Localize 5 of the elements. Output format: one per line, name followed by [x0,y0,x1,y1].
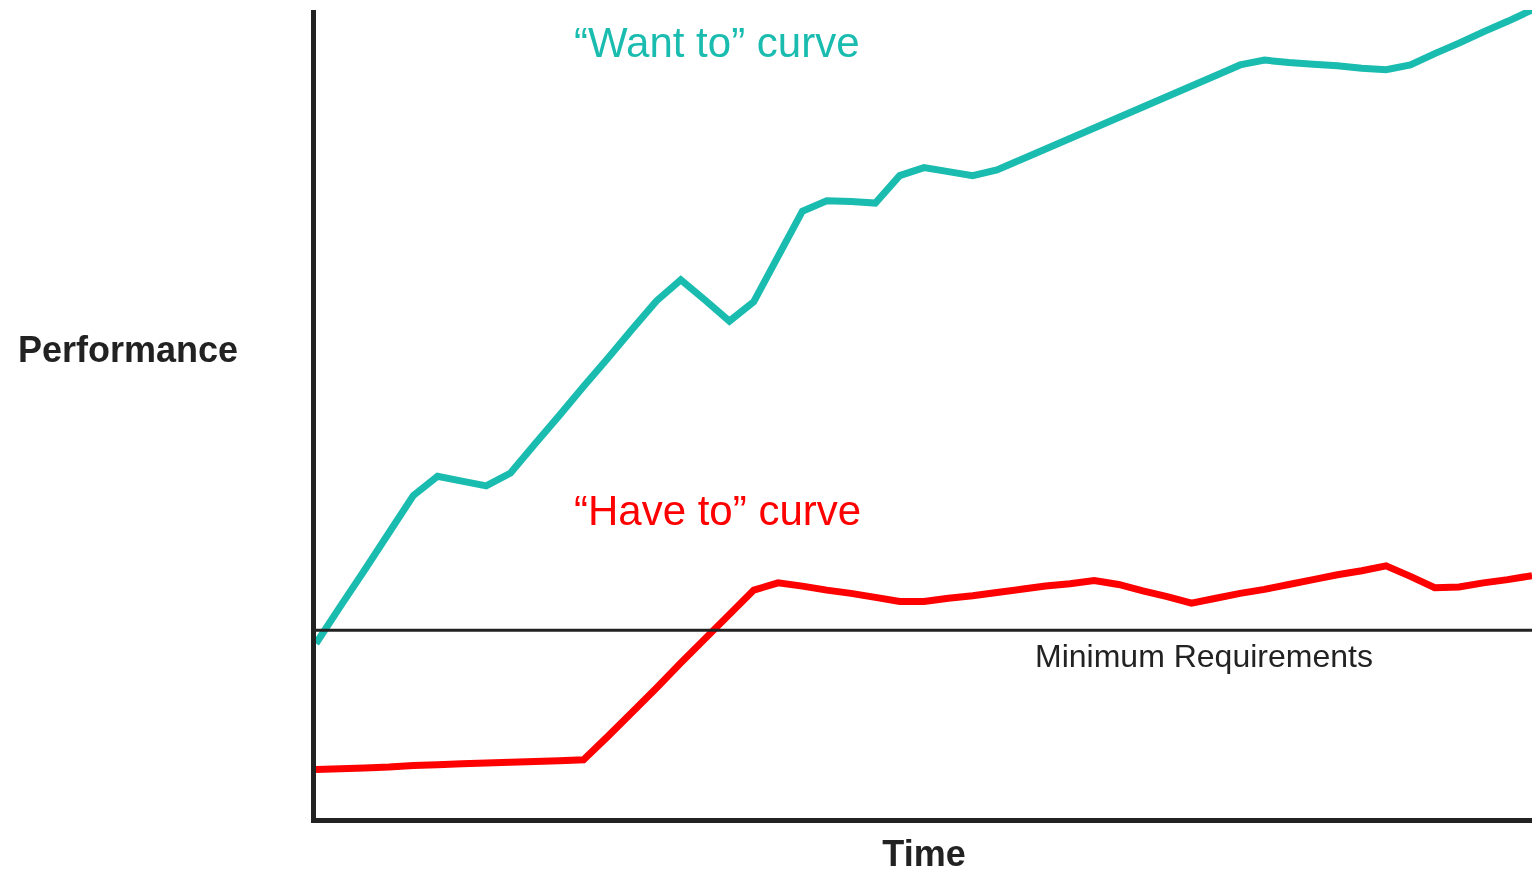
series-label: “Have to” curve [574,487,862,534]
x-axis-title: Time [882,832,966,874]
ref-line-label: Minimum Requirements [1035,638,1373,674]
text: “Want to” curve [574,19,860,66]
y-axis-title: Performance [18,329,239,370]
